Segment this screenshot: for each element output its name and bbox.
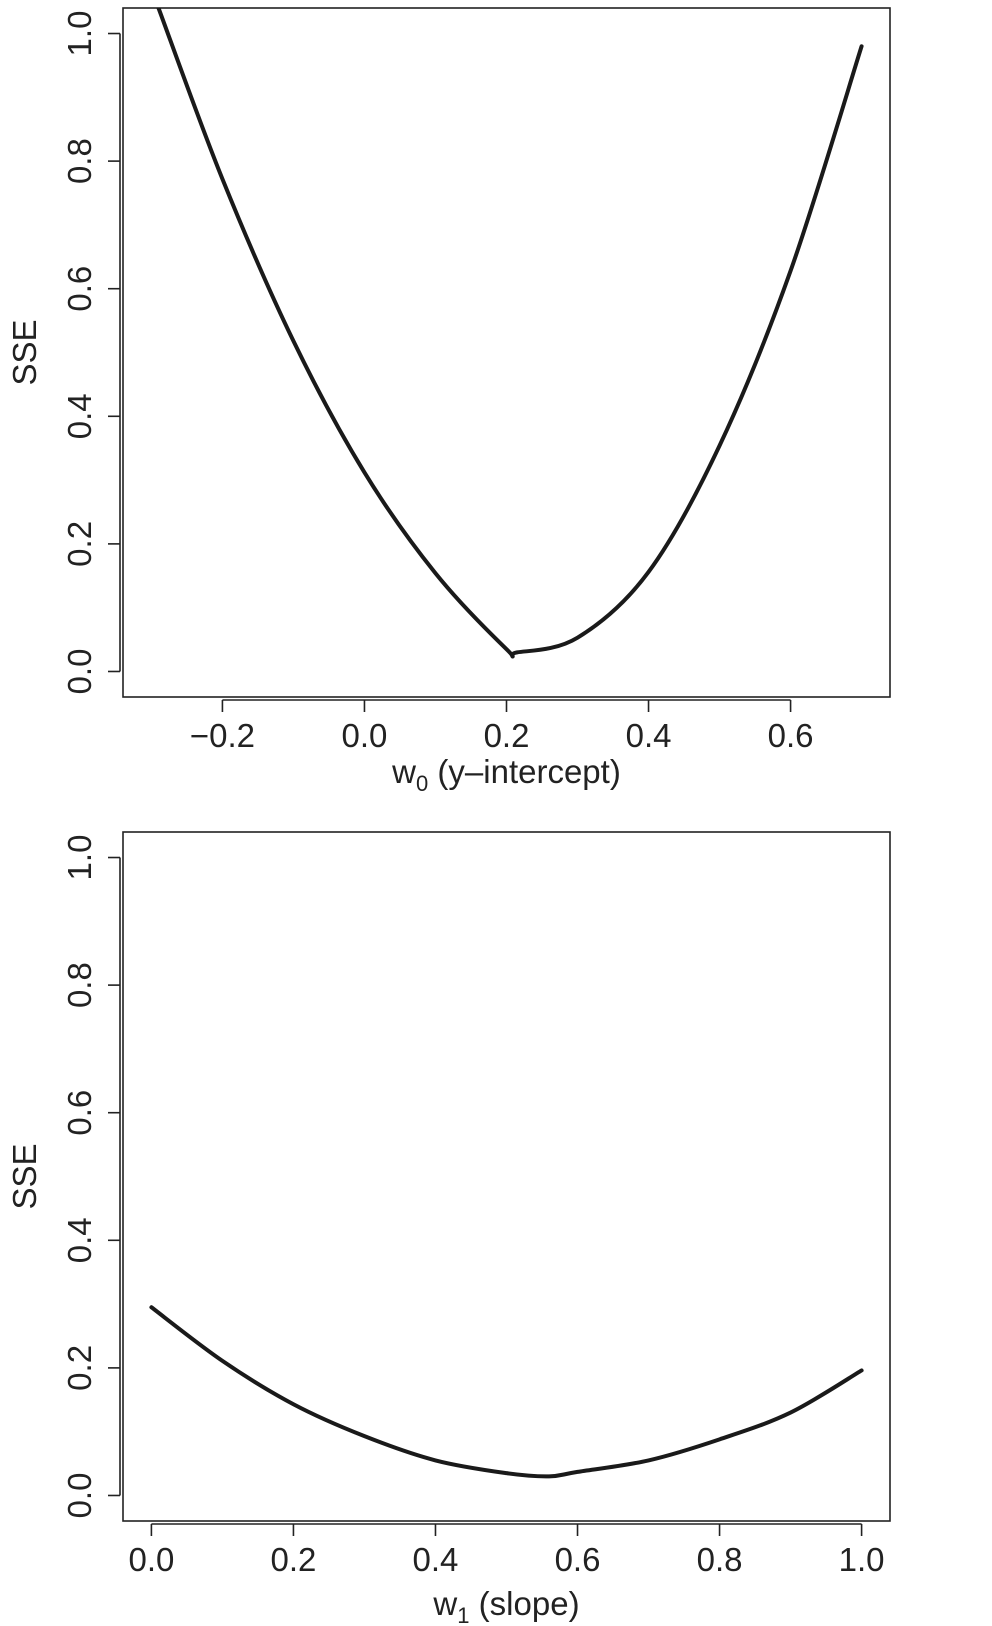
y-tick-label: 0.4 (61, 1217, 98, 1263)
sse-vs-slope-panel: 0.0 0.2 0.4 0.6 0.8 1.0 0.0 0.2 0.4 0.6 0.8 1.0 SSE w… (6, 831, 891, 1626)
y-tick-label: 0.8 (61, 962, 98, 1008)
x-tick-label: 0.4 (626, 717, 672, 754)
y-tick-label: 1.0 (61, 11, 98, 57)
y-tick-label: 0.4 (61, 393, 98, 439)
y-tick-label: 0.0 (61, 649, 98, 695)
sse-curve (156, 8, 864, 659)
x-tick-label: 0.6 (768, 717, 814, 754)
x-axis-title-main: w (432, 1585, 457, 1622)
x-axis-title-subscript: 0 (416, 771, 428, 796)
x-axis-title: w0 (y–intercept) (391, 753, 621, 796)
plot-frame (122, 831, 891, 1522)
y-tick-label: 0.2 (61, 1345, 98, 1391)
x-axis-title: w1 (slope) (432, 1585, 579, 1626)
y-tick-label: 0.6 (61, 1090, 98, 1136)
x-axis-title-rest: (slope) (470, 1585, 580, 1622)
sse-curve (149, 1305, 864, 1479)
x-tick-label: 0.2 (484, 717, 530, 754)
y-tick-label: 0.6 (61, 266, 98, 312)
y-tick-label: 0.8 (61, 138, 98, 184)
x-axis-title-rest: (y–intercept) (428, 753, 621, 790)
x-tick-label: 1.0 (839, 1541, 885, 1578)
y-tick-label: 0.0 (61, 1473, 98, 1519)
x-tick-label: 0.8 (697, 1541, 743, 1578)
x-axis-title-subscript: 1 (457, 1603, 469, 1626)
y-axis-title: SSE (6, 1143, 43, 1209)
plot-frame (122, 7, 891, 698)
y-axis-title: SSE (6, 319, 43, 385)
x-tick-label: 0.6 (555, 1541, 601, 1578)
x-tick-label: 0.2 (271, 1541, 317, 1578)
x-tick-label: 0.0 (342, 717, 388, 754)
x-tick-label: 0.4 (413, 1541, 459, 1578)
x-axis-title-main: w (391, 753, 416, 790)
x-tick-label: −0.2 (190, 717, 255, 754)
sse-vs-intercept-panel: −0.2 0.0 0.2 0.4 0.6 0.0 0.2 0.4 0.6 0.8 1.0 SSE w0 … (6, 7, 891, 796)
x-tick-label: 0.0 (128, 1541, 174, 1578)
y-tick-label: 1.0 (61, 835, 98, 881)
y-tick-label: 0.2 (61, 521, 98, 567)
